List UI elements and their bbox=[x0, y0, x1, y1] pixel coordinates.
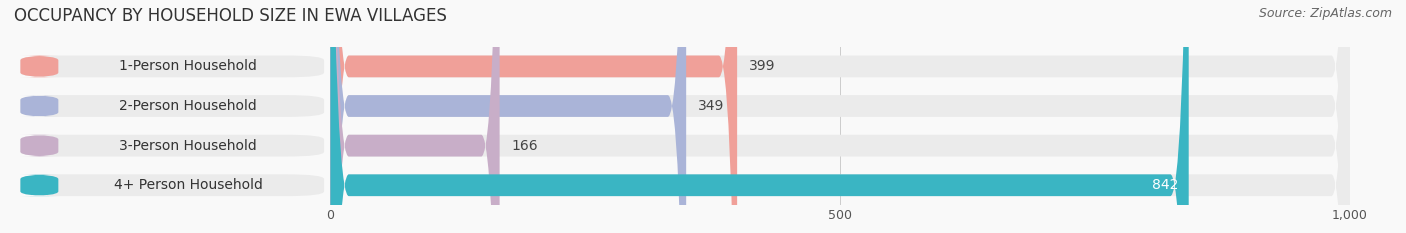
FancyBboxPatch shape bbox=[20, 135, 58, 157]
FancyBboxPatch shape bbox=[330, 0, 1350, 233]
FancyBboxPatch shape bbox=[330, 0, 1350, 233]
Text: 1-Person Household: 1-Person Household bbox=[120, 59, 257, 73]
FancyBboxPatch shape bbox=[20, 95, 323, 117]
Text: 3-Person Household: 3-Person Household bbox=[120, 139, 257, 153]
Text: 4+ Person Household: 4+ Person Household bbox=[114, 178, 263, 192]
FancyBboxPatch shape bbox=[330, 0, 499, 233]
Text: 166: 166 bbox=[512, 139, 538, 153]
Text: 842: 842 bbox=[1152, 178, 1178, 192]
FancyBboxPatch shape bbox=[20, 55, 58, 77]
FancyBboxPatch shape bbox=[20, 174, 58, 196]
FancyBboxPatch shape bbox=[20, 95, 58, 117]
FancyBboxPatch shape bbox=[20, 55, 323, 77]
FancyBboxPatch shape bbox=[20, 174, 323, 196]
FancyBboxPatch shape bbox=[330, 0, 686, 233]
Text: Source: ZipAtlas.com: Source: ZipAtlas.com bbox=[1258, 7, 1392, 20]
Text: OCCUPANCY BY HOUSEHOLD SIZE IN EWA VILLAGES: OCCUPANCY BY HOUSEHOLD SIZE IN EWA VILLA… bbox=[14, 7, 447, 25]
FancyBboxPatch shape bbox=[20, 135, 323, 157]
Text: 399: 399 bbox=[749, 59, 776, 73]
FancyBboxPatch shape bbox=[330, 0, 1350, 233]
Text: 2-Person Household: 2-Person Household bbox=[120, 99, 257, 113]
Text: 349: 349 bbox=[699, 99, 724, 113]
FancyBboxPatch shape bbox=[330, 0, 737, 233]
FancyBboxPatch shape bbox=[330, 0, 1350, 233]
FancyBboxPatch shape bbox=[330, 0, 1188, 233]
